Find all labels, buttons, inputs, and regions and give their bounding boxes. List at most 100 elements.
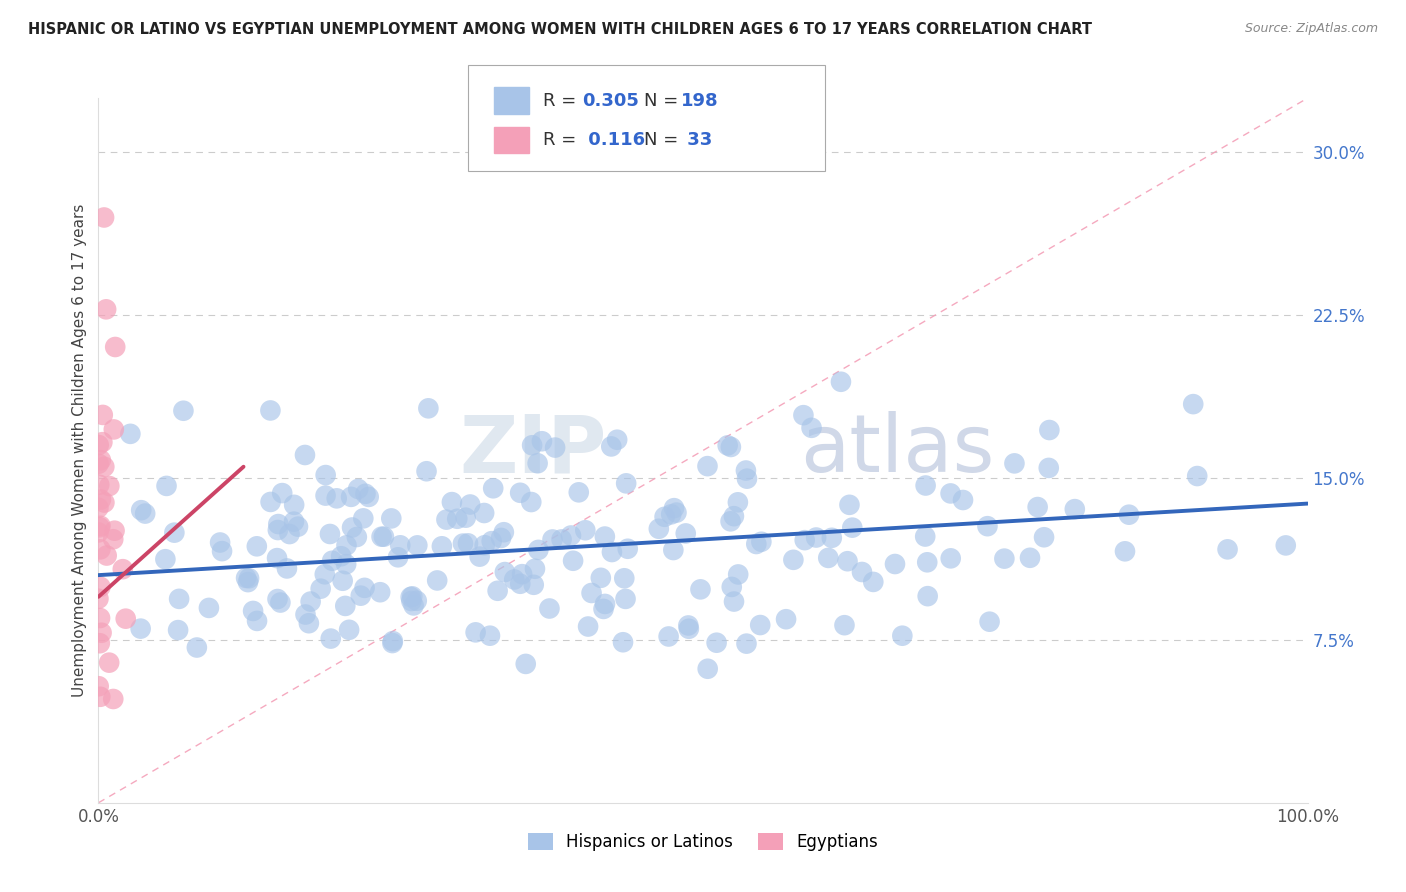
Point bbox=[486, 583, 509, 598]
Point bbox=[544, 441, 567, 455]
Point bbox=[89, 518, 111, 533]
Point bbox=[1114, 544, 1136, 558]
Text: N =: N = bbox=[644, 92, 683, 110]
Text: N =: N = bbox=[644, 131, 683, 149]
Text: R =: R = bbox=[543, 131, 582, 149]
Point bbox=[90, 453, 112, 467]
Point bbox=[246, 614, 269, 628]
Point bbox=[503, 573, 526, 587]
Point bbox=[817, 550, 839, 565]
Point bbox=[612, 635, 634, 649]
Point bbox=[678, 618, 700, 632]
Point bbox=[600, 545, 623, 559]
Point bbox=[330, 549, 353, 564]
Point bbox=[340, 490, 363, 504]
Point bbox=[662, 501, 685, 516]
Point bbox=[381, 636, 404, 650]
Point bbox=[267, 517, 290, 532]
Point bbox=[1033, 530, 1056, 544]
Point bbox=[952, 493, 974, 508]
Point bbox=[841, 521, 863, 535]
Point bbox=[654, 509, 676, 524]
Point bbox=[98, 479, 121, 493]
Point bbox=[614, 591, 637, 606]
Point bbox=[346, 530, 368, 544]
Text: HISPANIC OR LATINO VS EGYPTIAN UNEMPLOYMENT AMONG WOMEN WITH CHILDREN AGES 6 TO : HISPANIC OR LATINO VS EGYPTIAN UNEMPLOYM… bbox=[28, 22, 1092, 37]
Point bbox=[415, 464, 437, 478]
Point bbox=[568, 485, 591, 500]
Point bbox=[457, 536, 479, 550]
Text: R =: R = bbox=[543, 92, 582, 110]
Point bbox=[723, 509, 745, 524]
Point bbox=[1019, 550, 1042, 565]
Point bbox=[689, 582, 711, 597]
Point bbox=[678, 622, 700, 636]
Point bbox=[294, 448, 316, 462]
Point bbox=[917, 589, 939, 603]
Point bbox=[354, 487, 377, 501]
Point bbox=[406, 538, 429, 552]
Point bbox=[593, 597, 616, 611]
Point bbox=[402, 599, 425, 613]
Point bbox=[592, 602, 614, 616]
Point bbox=[792, 408, 814, 422]
Point bbox=[337, 623, 360, 637]
Point bbox=[830, 375, 852, 389]
Point bbox=[283, 515, 305, 529]
Point bbox=[914, 478, 936, 492]
Point bbox=[492, 525, 515, 540]
Point bbox=[976, 519, 998, 533]
Point bbox=[90, 625, 112, 640]
Point bbox=[235, 571, 257, 585]
Point bbox=[494, 565, 516, 579]
Point bbox=[464, 625, 486, 640]
Point bbox=[111, 562, 134, 576]
Point bbox=[314, 567, 336, 582]
Point bbox=[418, 401, 440, 416]
Point bbox=[373, 530, 395, 544]
Point bbox=[114, 612, 136, 626]
Point bbox=[993, 551, 1015, 566]
Point bbox=[370, 530, 392, 544]
Point bbox=[89, 611, 111, 625]
Point bbox=[167, 591, 190, 606]
Point bbox=[527, 542, 550, 557]
Point bbox=[352, 511, 374, 525]
Point bbox=[198, 601, 221, 615]
Point bbox=[335, 538, 357, 552]
Point bbox=[891, 629, 914, 643]
Point bbox=[696, 662, 718, 676]
Point bbox=[276, 561, 298, 575]
Point bbox=[723, 594, 745, 608]
Point bbox=[735, 637, 758, 651]
Point bbox=[775, 612, 797, 626]
Point bbox=[89, 636, 111, 650]
Point bbox=[1182, 397, 1205, 411]
Point bbox=[278, 527, 301, 541]
Point bbox=[834, 618, 856, 632]
Point bbox=[87, 438, 110, 452]
Point bbox=[613, 571, 636, 585]
Point bbox=[581, 586, 603, 600]
Point bbox=[93, 211, 115, 225]
Point bbox=[451, 536, 474, 550]
Point bbox=[550, 533, 572, 547]
Point bbox=[1038, 423, 1060, 437]
Point bbox=[299, 594, 322, 608]
Point bbox=[309, 582, 332, 596]
Point bbox=[294, 607, 316, 622]
Point bbox=[163, 525, 186, 540]
Point bbox=[91, 435, 114, 450]
Point bbox=[562, 554, 585, 568]
Point bbox=[468, 549, 491, 564]
Point bbox=[481, 534, 503, 549]
Point bbox=[515, 657, 537, 671]
Point bbox=[89, 542, 111, 557]
Point bbox=[238, 571, 260, 585]
Point bbox=[541, 533, 564, 547]
Point bbox=[96, 549, 118, 563]
Point bbox=[1274, 538, 1296, 552]
Point bbox=[381, 634, 404, 648]
Point bbox=[509, 576, 531, 591]
Point bbox=[454, 510, 477, 524]
